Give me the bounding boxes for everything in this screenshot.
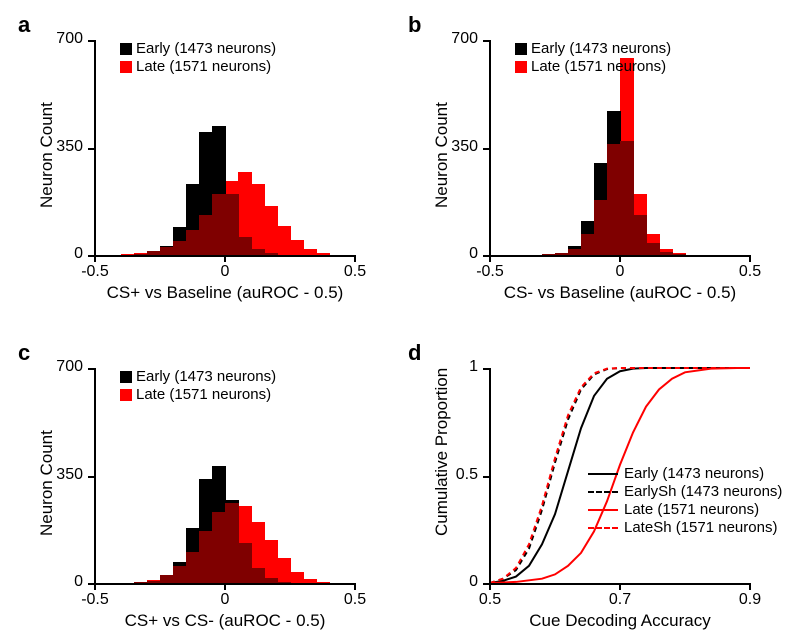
x-tick-label: 0.5 bbox=[465, 591, 515, 609]
y-axis-title: Cumulative Proportion bbox=[432, 367, 452, 535]
y-tick-label: 700 bbox=[37, 30, 83, 48]
panel-label: a bbox=[18, 12, 30, 38]
legend: Early (1473 neurons)Late (1571 neurons) bbox=[120, 368, 276, 404]
legend-swatch bbox=[120, 371, 132, 383]
y-axis-title: Neuron Count bbox=[432, 102, 452, 208]
x-tick-label: 0 bbox=[200, 591, 250, 609]
panel-label: d bbox=[408, 340, 421, 366]
legend-label: Late (1571 neurons) bbox=[531, 58, 666, 76]
x-tick-label: -0.5 bbox=[465, 263, 515, 281]
legend-line-swatch bbox=[588, 527, 618, 529]
panel-label: b bbox=[408, 12, 421, 38]
y-axis-title: Neuron Count bbox=[37, 102, 57, 208]
legend-swatch bbox=[120, 61, 132, 73]
legend-label: Early (1473 neurons) bbox=[624, 465, 764, 483]
x-axis-title: CS- vs Baseline (auROC - 0.5) bbox=[490, 283, 750, 303]
x-tick-label: 0.5 bbox=[330, 591, 380, 609]
legend: Early (1473 neurons)EarlySh (1473 neuron… bbox=[588, 465, 782, 537]
legend-item: LateSh (1571 neurons) bbox=[588, 519, 782, 537]
legend-swatch bbox=[120, 43, 132, 55]
y-tick-label: 0 bbox=[37, 573, 83, 591]
x-tick-label: -0.5 bbox=[70, 591, 120, 609]
legend-swatch bbox=[515, 43, 527, 55]
x-axis-title: CS+ vs Baseline (auROC - 0.5) bbox=[95, 283, 355, 303]
figure-root: aEarly (1473 neurons)Late (1571 neurons)… bbox=[0, 0, 800, 643]
y-tick-label: 0 bbox=[37, 245, 83, 263]
legend-item: Early (1473 neurons) bbox=[588, 465, 782, 483]
x-tick-label: 0.7 bbox=[595, 591, 645, 609]
y-tick-label: 700 bbox=[37, 358, 83, 376]
legend-label: Late (1571 neurons) bbox=[136, 58, 271, 76]
legend-item: Late (1571 neurons) bbox=[588, 501, 782, 519]
x-tick-label: -0.5 bbox=[70, 263, 120, 281]
legend-swatch bbox=[120, 389, 132, 401]
legend-label: LateSh (1571 neurons) bbox=[624, 519, 777, 537]
x-tick-label: 0.5 bbox=[725, 263, 775, 281]
y-axis-title: Neuron Count bbox=[37, 430, 57, 536]
y-tick-label: 0 bbox=[432, 245, 478, 263]
legend-item: Late (1571 neurons) bbox=[515, 58, 671, 76]
x-tick-label: 0 bbox=[595, 263, 645, 281]
legend-label: Late (1571 neurons) bbox=[624, 501, 759, 519]
x-tick-label: 0 bbox=[200, 263, 250, 281]
legend-item: Early (1473 neurons) bbox=[120, 368, 276, 386]
legend-line-swatch bbox=[588, 491, 618, 493]
legend-item: Early (1473 neurons) bbox=[120, 40, 276, 58]
legend-item: Early (1473 neurons) bbox=[515, 40, 671, 58]
x-tick-label: 0.9 bbox=[725, 591, 775, 609]
legend-label: Late (1571 neurons) bbox=[136, 386, 271, 404]
y-tick-label: 700 bbox=[432, 30, 478, 48]
legend: Early (1473 neurons)Late (1571 neurons) bbox=[515, 40, 671, 76]
legend-label: Early (1473 neurons) bbox=[531, 40, 671, 58]
legend-swatch bbox=[515, 61, 527, 73]
legend-item: EarlySh (1473 neurons) bbox=[588, 483, 782, 501]
x-axis-title: Cue Decoding Accuracy bbox=[490, 611, 750, 631]
legend-label: Early (1473 neurons) bbox=[136, 368, 276, 386]
x-axis-title: CS+ vs CS- (auROC - 0.5) bbox=[95, 611, 355, 631]
y-tick-label: 0 bbox=[432, 573, 478, 591]
legend-label: Early (1473 neurons) bbox=[136, 40, 276, 58]
legend-line-swatch bbox=[588, 509, 618, 511]
legend-line-swatch bbox=[588, 473, 618, 475]
legend-item: Late (1571 neurons) bbox=[120, 58, 276, 76]
legend-item: Late (1571 neurons) bbox=[120, 386, 276, 404]
panel-label: c bbox=[18, 340, 30, 366]
legend: Early (1473 neurons)Late (1571 neurons) bbox=[120, 40, 276, 76]
x-tick-label: 0.5 bbox=[330, 263, 380, 281]
legend-label: EarlySh (1473 neurons) bbox=[624, 483, 782, 501]
